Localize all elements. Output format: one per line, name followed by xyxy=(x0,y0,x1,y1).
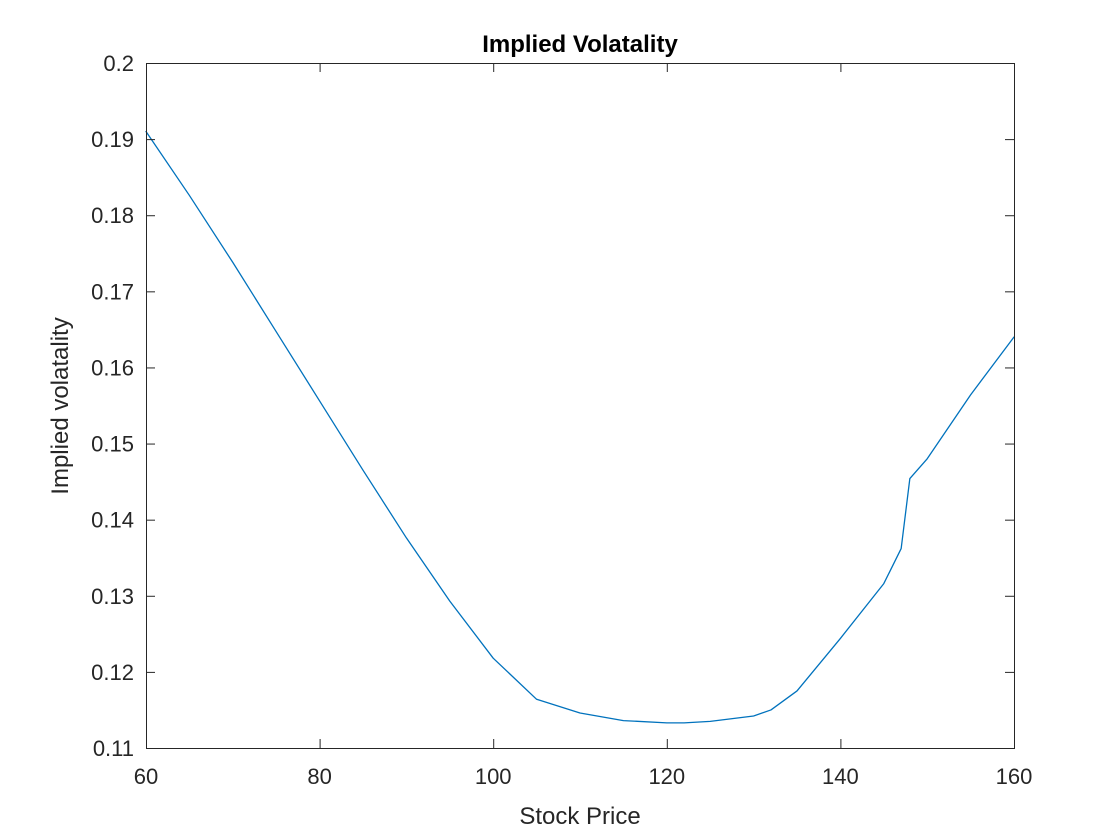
y-tick-label: 0.15 xyxy=(91,432,134,457)
x-axis: 60 80 100 120 140 160 xyxy=(134,63,1033,789)
axes-box xyxy=(146,63,1015,749)
y-tick-label: 0.12 xyxy=(91,660,134,685)
plot-area xyxy=(145,63,1015,749)
y-tick-label: 0.17 xyxy=(91,279,134,304)
x-tick-label: 120 xyxy=(648,764,685,789)
x-tick-label: 160 xyxy=(996,764,1033,789)
x-tick-label: 140 xyxy=(822,764,859,789)
y-tick-label: 0.11 xyxy=(93,736,134,761)
x-axis-label: Stock Price xyxy=(519,803,640,830)
x-tick-label: 60 xyxy=(134,764,158,789)
y-tick-label: 0.14 xyxy=(91,508,134,533)
y-tick-label: 0.2 xyxy=(103,51,134,76)
chart-title: Implied Volatality xyxy=(482,31,678,58)
y-tick-label: 0.16 xyxy=(91,355,134,380)
y-tick-label: 0.18 xyxy=(91,203,134,228)
y-axis: 0.11 0.12 0.13 0.14 0.15 0.16 0.17 0.18 0.19 0.2 xyxy=(91,51,1014,761)
x-tick-label: 100 xyxy=(475,764,512,789)
implied-volatility-line xyxy=(145,130,1015,724)
plot-background xyxy=(146,63,1014,748)
y-axis-label: Implied volatality xyxy=(47,317,74,494)
x-tick-label: 80 xyxy=(307,764,331,789)
y-tick-label: 0.13 xyxy=(91,584,134,609)
y-tick-label: 0.19 xyxy=(91,127,134,152)
